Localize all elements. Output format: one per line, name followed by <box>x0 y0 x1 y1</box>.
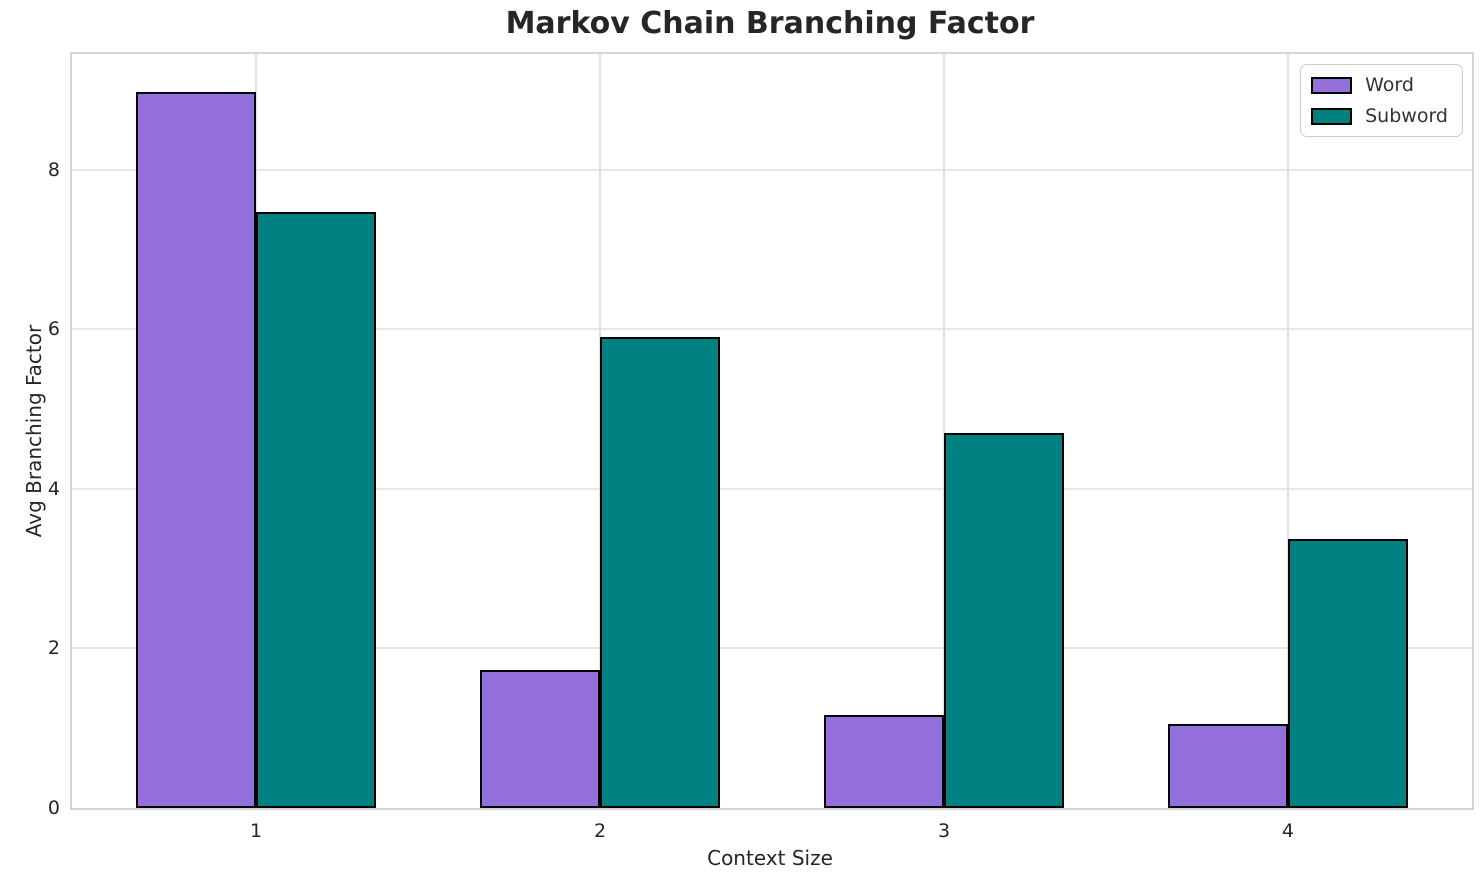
gridline-y-6 <box>72 328 1472 331</box>
bar-word-3 <box>823 715 944 808</box>
chart-title: Markov Chain Branching Factor <box>505 6 1035 41</box>
xtick-label-2: 2 <box>593 820 607 842</box>
gridline-y-4 <box>72 487 1472 490</box>
ytick-label-6: 6 <box>47 318 60 341</box>
gridline-y-2 <box>72 647 1472 650</box>
bar-subword-3 <box>943 433 1065 808</box>
bar-word-2 <box>479 669 600 808</box>
legend-item-word: Word <box>1311 74 1448 96</box>
bar-word-1 <box>135 91 257 808</box>
bar-subword-2 <box>600 337 721 808</box>
plot-area: Word Subword 0 2 4 6 8 1 2 3 4 <box>48 52 1474 842</box>
legend-swatch-subword <box>1311 107 1353 125</box>
bar-subword-4 <box>1287 539 1409 808</box>
bar-subword-1 <box>256 211 377 808</box>
ytick-label-0: 0 <box>47 797 60 819</box>
gridline-x-4 <box>1286 54 1289 808</box>
ytick-label-8: 8 <box>47 158 60 181</box>
xtick-label-1: 1 <box>249 820 263 842</box>
legend-swatch-word <box>1311 76 1353 94</box>
legend: Word Subword <box>1300 64 1463 137</box>
bar-word-4 <box>1167 724 1288 808</box>
xtick-label-4: 4 <box>1281 820 1295 842</box>
gridline-y-8 <box>72 168 1472 171</box>
x-axis-label: Context Size <box>707 846 833 870</box>
ytick-label-2: 2 <box>47 637 60 660</box>
legend-item-subword: Subword <box>1311 105 1448 127</box>
gridline-x-3 <box>942 54 945 808</box>
xtick-label-3: 3 <box>937 820 951 842</box>
ytick-label-4: 4 <box>47 477 60 500</box>
y-axis-label: Avg Branching Factor <box>22 324 46 538</box>
legend-label-word: Word <box>1365 74 1414 96</box>
legend-label-subword: Subword <box>1365 105 1448 127</box>
